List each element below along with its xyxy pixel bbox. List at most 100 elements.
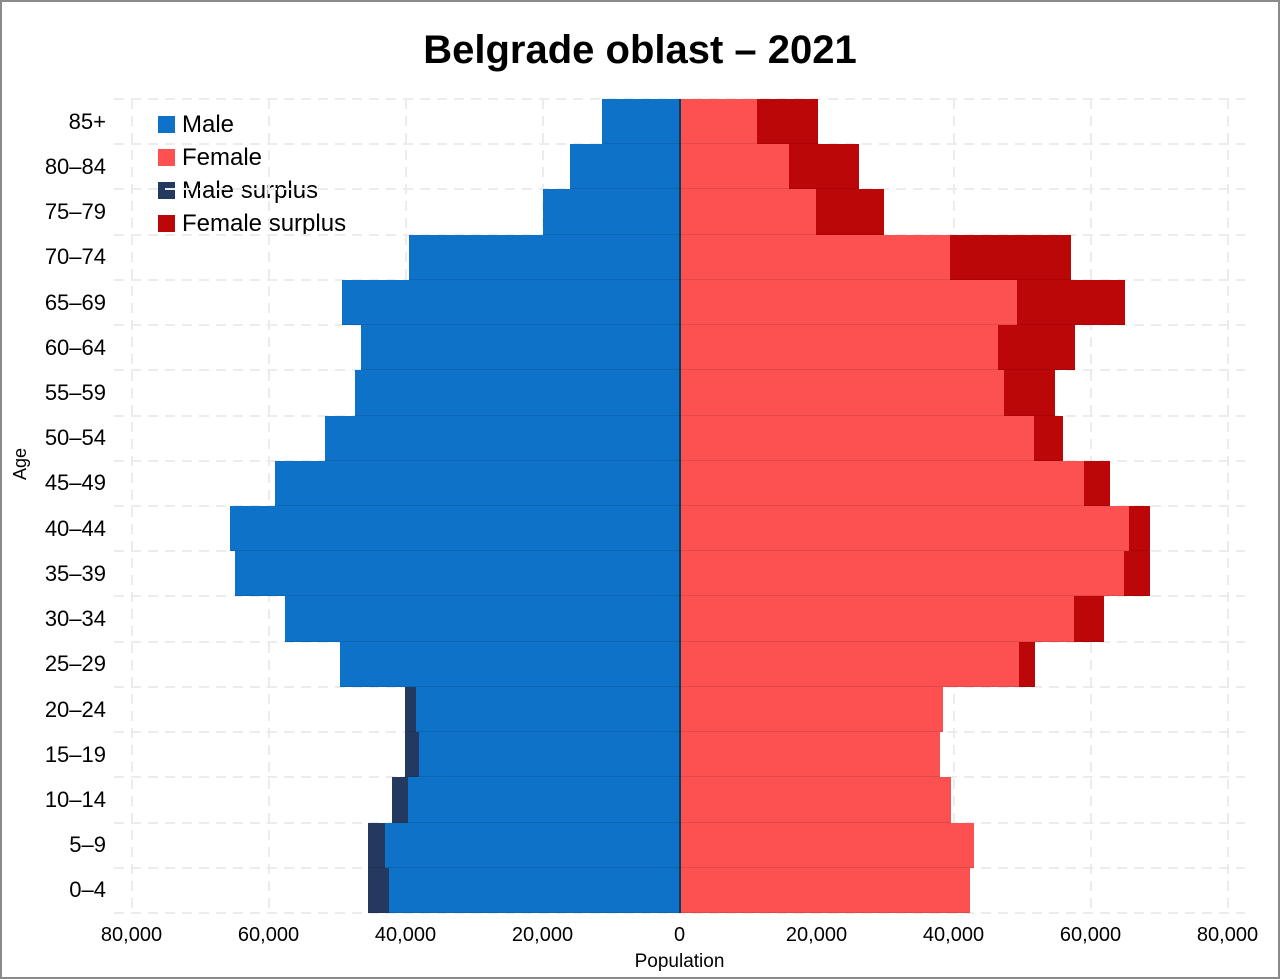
y-tick-label: 70–74 bbox=[44, 244, 106, 270]
y-tick-label: 35–39 bbox=[44, 560, 106, 586]
bar-male bbox=[389, 867, 680, 913]
bar-female bbox=[679, 777, 952, 823]
y-tick-label: 15–19 bbox=[44, 741, 106, 767]
bar-male-surplus bbox=[367, 867, 390, 913]
bar-male bbox=[230, 506, 680, 552]
y-tick-label: 10–14 bbox=[44, 786, 106, 812]
y-tick-label: 25–29 bbox=[44, 651, 106, 677]
x-tick-label: 0 bbox=[673, 924, 686, 946]
bar-male bbox=[354, 370, 680, 416]
bar-female-surplus bbox=[998, 325, 1075, 371]
bar-female-surplus bbox=[1084, 460, 1111, 506]
bar-female-surplus bbox=[1074, 596, 1105, 642]
bar-female bbox=[679, 99, 757, 145]
x-tick-label: 60,000 bbox=[1059, 924, 1122, 946]
y-axis-title: Age bbox=[10, 447, 30, 480]
bar-female-surplus bbox=[1019, 641, 1035, 687]
y-tick-label: 65–69 bbox=[44, 289, 106, 315]
bar-female bbox=[679, 460, 1085, 506]
bar-male bbox=[324, 415, 680, 461]
legend-label-female: Female bbox=[182, 143, 263, 171]
y-tick-label: 20–24 bbox=[44, 696, 106, 722]
x-axis-title: Population bbox=[634, 951, 725, 972]
legend: Male Female Male surplus Female surplus bbox=[158, 108, 346, 240]
bar-male-surplus bbox=[404, 732, 420, 778]
bar-female-surplus bbox=[1124, 551, 1151, 597]
female-surplus-swatch-icon bbox=[158, 215, 175, 232]
bar-male bbox=[602, 99, 680, 145]
legend-label-male: Male bbox=[182, 110, 235, 138]
bar-female-surplus bbox=[1128, 506, 1151, 552]
bar-male bbox=[284, 596, 680, 642]
y-tick-label: 5–9 bbox=[69, 832, 106, 858]
y-tick-label: 40–44 bbox=[44, 515, 106, 541]
x-tick-label: 80,000 bbox=[100, 924, 163, 946]
legend-item-female-surplus: Female surplus bbox=[158, 207, 346, 240]
legend-item-female: Female bbox=[158, 141, 346, 174]
y-tick-label: 50–54 bbox=[44, 425, 106, 451]
bar-female bbox=[679, 506, 1129, 552]
bar-female-surplus bbox=[1017, 279, 1125, 326]
bar-female bbox=[679, 732, 940, 778]
x-tick-label: 80,000 bbox=[1196, 924, 1259, 946]
bar-male bbox=[408, 234, 680, 280]
x-tick-label: 40,000 bbox=[922, 924, 985, 946]
bar-male bbox=[407, 777, 680, 823]
bar-female bbox=[679, 234, 951, 280]
bar-male bbox=[415, 686, 680, 733]
y-axis-tick-labels: 0–4 5–9 10–14 15–19 20–24 25–29 30–34 35–39 40–4… bbox=[2, 99, 106, 913]
bar-male-surplus bbox=[367, 822, 385, 868]
bar-female bbox=[679, 415, 1035, 461]
x-tick-label: 60,000 bbox=[237, 924, 300, 946]
legend-label-female-surplus: Female surplus bbox=[182, 209, 347, 237]
bar-male bbox=[569, 144, 680, 190]
bar-female-surplus bbox=[815, 189, 885, 235]
male-surplus-swatch-icon bbox=[158, 182, 175, 199]
female-swatch-icon bbox=[158, 149, 175, 166]
bar-male bbox=[384, 822, 680, 868]
bar-male bbox=[341, 279, 680, 326]
bar-male bbox=[360, 325, 680, 371]
y-tick-label: 45–49 bbox=[44, 470, 106, 496]
bar-female bbox=[679, 686, 944, 733]
center-axis-seam bbox=[678, 99, 681, 913]
bar-male bbox=[419, 732, 680, 778]
legend-label-male-surplus: Male surplus bbox=[182, 176, 319, 204]
bar-female bbox=[679, 144, 790, 190]
plot-area: Male Female Male surplus Female surplus bbox=[114, 98, 1245, 914]
y-tick-label: 85+ bbox=[68, 108, 106, 134]
bar-female bbox=[679, 596, 1075, 642]
legend-item-male: Male bbox=[158, 108, 346, 141]
grid-line-horizontal bbox=[114, 912, 1245, 914]
bar-male-surplus bbox=[391, 777, 408, 823]
y-tick-label: 55–59 bbox=[44, 379, 106, 405]
bar-female bbox=[679, 551, 1125, 597]
y-tick-label: 75–79 bbox=[44, 199, 106, 225]
chart-title: Belgrade oblast – 2021 bbox=[423, 28, 857, 72]
bar-female bbox=[679, 325, 999, 371]
bar-male-surplus bbox=[404, 686, 416, 733]
y-tick-label: 30–34 bbox=[44, 606, 106, 632]
y-tick-label: 80–84 bbox=[44, 153, 106, 179]
bar-female bbox=[679, 189, 816, 235]
y-tick-label: 60–64 bbox=[44, 334, 106, 360]
bar-male bbox=[543, 189, 680, 235]
bar-female-surplus bbox=[789, 144, 859, 190]
y-tick-label: 0–4 bbox=[69, 877, 106, 903]
x-tick-label: 20,000 bbox=[785, 924, 848, 946]
x-axis-tick-labels: 80,000 60,000 40,000 20,000 0 20,000 40,000 60,… bbox=[101, 923, 1258, 949]
bar-female bbox=[679, 641, 1020, 687]
bar-female-surplus bbox=[756, 99, 818, 145]
x-tick-label: 20,000 bbox=[511, 924, 574, 946]
bar-female-surplus bbox=[1004, 370, 1055, 416]
x-tick-label: 40,000 bbox=[374, 924, 437, 946]
bar-female bbox=[679, 370, 1005, 416]
bar-male bbox=[339, 641, 680, 687]
legend-item-male-surplus: Male surplus bbox=[158, 174, 346, 207]
bar-female bbox=[679, 279, 1018, 326]
bar-female bbox=[679, 867, 970, 913]
bar-female bbox=[679, 822, 975, 868]
bar-female-surplus bbox=[1034, 415, 1064, 461]
male-swatch-icon bbox=[158, 116, 175, 133]
